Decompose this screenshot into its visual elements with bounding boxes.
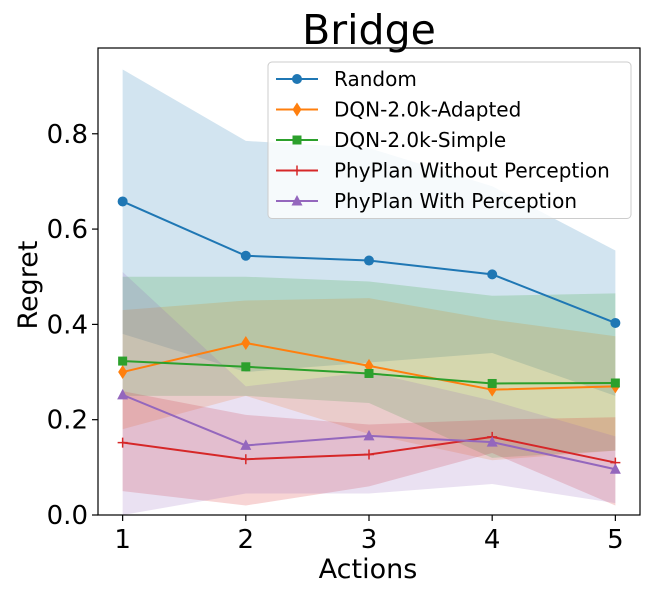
dqn-2-0k-simple-point (241, 362, 251, 372)
dqn-2-0k-simple-point (610, 378, 620, 388)
phyplan-with-perception-band (122, 271, 616, 515)
random-point (610, 317, 621, 328)
random-point (487, 269, 498, 280)
legend-box (267, 61, 632, 219)
x-tick-label: 3 (361, 525, 378, 555)
y-tick-label: 0.4 (47, 310, 88, 340)
legend-marker-dqn-2-0k-adapted (292, 102, 302, 117)
dqn-2-0k-adapted-point (118, 365, 128, 380)
x-tick-label: 5 (607, 525, 624, 555)
dqn-2-0k-simple-point (487, 378, 497, 388)
random-point (240, 250, 251, 261)
legend-label-random: Random (334, 67, 417, 91)
y-axis-label: Regret (13, 240, 44, 329)
legend-label-dqn-2-0k-simple: DQN-2.0k-Simple (334, 128, 506, 152)
x-tick-label: 4 (484, 525, 501, 555)
dqn-2-0k-simple-point (364, 368, 374, 378)
legend-marker-phyplan-with-perception (291, 195, 303, 206)
random-band (122, 69, 616, 396)
dqn-2-0k-adapted-point (241, 335, 251, 350)
y-tick-label: 0.0 (47, 501, 88, 531)
x-tick-label: 1 (114, 525, 131, 555)
legend-label-phyplan-without-perception: PhyPlan Without Perception (334, 159, 610, 183)
random-point (364, 255, 374, 266)
legend-label-phyplan-with-perception: PhyPlan With Perception (334, 189, 577, 213)
phyplan-without-perception-band (122, 391, 616, 506)
phyplan-with-perception-point (240, 439, 252, 450)
legend-marker-phyplan-without-perception (292, 165, 302, 176)
x-axis-ticks: 1 2 3 4 5 (114, 515, 624, 555)
y-tick-label: 0.8 (47, 120, 88, 150)
legend-marker-dqn-2-0k-simple (292, 135, 302, 145)
phyplan-with-perception-point (363, 429, 375, 441)
dqn-2-0k-simple-point (118, 356, 128, 366)
confidence-bands (122, 69, 616, 515)
x-tick-label: 2 (238, 525, 255, 555)
legend-marker-random (292, 74, 302, 84)
phyplan-with-perception-point (117, 388, 129, 400)
chart-title: Bridge (302, 6, 436, 54)
y-axis-ticks: 0.0 0.2 0.4 0.6 0.8 (47, 120, 98, 531)
legend-label-dqn-2-0k-adapted: DQN-2.0k-Adapted (334, 98, 521, 122)
phyplan-without-perception-point (240, 454, 251, 465)
phyplan-without-perception-point (117, 437, 128, 448)
phyplan-with-perception-point (486, 436, 498, 447)
legend: Random DQN-2.0k-Adapted DQN-2.0k-Simple Phy… (267, 61, 632, 219)
phyplan-with-perception-point (609, 463, 621, 474)
y-tick-label: 0.6 (47, 215, 88, 245)
phyplan-without-perception-point (364, 449, 374, 460)
x-axis-label: Actions (319, 554, 418, 585)
y-tick-label: 0.2 (47, 406, 88, 436)
series-markers (117, 196, 621, 474)
random-point (117, 196, 128, 207)
